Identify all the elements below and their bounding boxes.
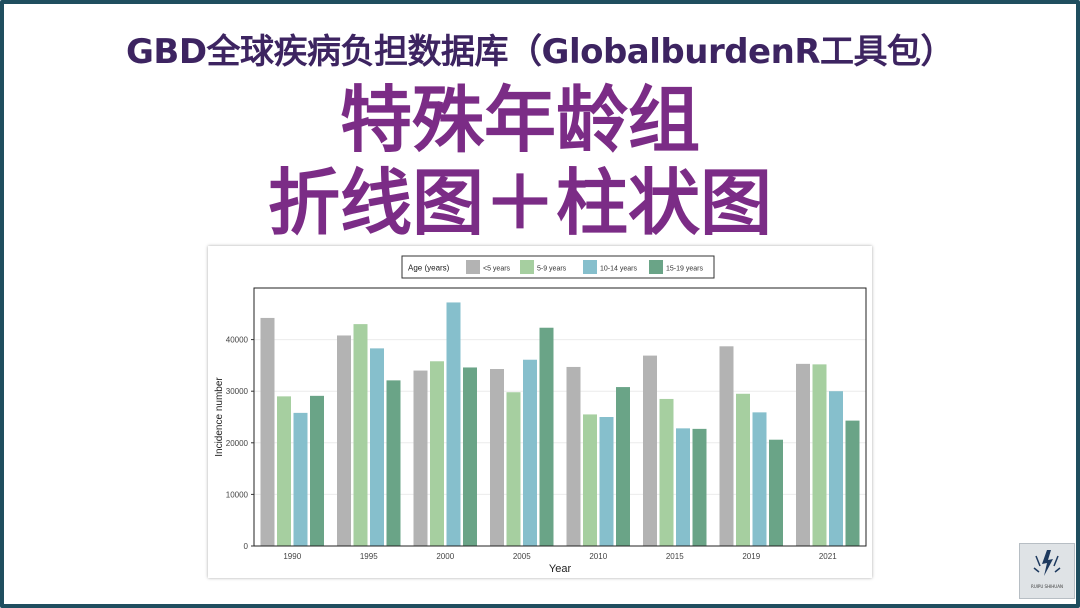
bar — [370, 348, 384, 546]
x-axis-title: Year — [549, 563, 572, 575]
bar — [490, 369, 504, 546]
x-tick-label: 1990 — [283, 552, 301, 561]
x-tick-label: 2000 — [436, 552, 454, 561]
brand-logo: RUIPU SHIHUAN — [1019, 543, 1075, 599]
x-tick-label: 2010 — [589, 552, 607, 561]
bar — [643, 355, 657, 546]
bar — [386, 380, 401, 546]
bar — [676, 428, 690, 546]
slide-title-line-2: 折线图＋柱状图 — [267, 161, 772, 245]
legend-label: 15-19 years — [666, 266, 703, 273]
y-tick-label: 10000 — [226, 490, 249, 499]
bar — [430, 361, 444, 546]
chart-card: 1990 1995 2000 2005 2010 2015 2019 2021 0 10000 20… — [208, 246, 872, 578]
bar — [719, 346, 734, 546]
legend-swatch — [649, 260, 663, 274]
bar — [506, 392, 521, 546]
bar — [566, 366, 581, 546]
bar — [659, 398, 674, 546]
bar — [796, 363, 810, 546]
bar — [260, 317, 275, 546]
bar — [353, 324, 368, 546]
bar — [446, 302, 461, 546]
legend-swatch — [520, 260, 534, 274]
bar — [310, 395, 324, 546]
slide-subtitle: GBD全球疾病负担数据库（GlobalburdenR工具包） — [126, 32, 955, 72]
y-tick-label: 0 — [244, 542, 249, 551]
legend-swatch — [583, 260, 597, 274]
legend-title: Age (years) — [408, 264, 450, 273]
x-tick-label: 1995 — [360, 552, 378, 561]
bar — [769, 439, 783, 546]
y-tick-label: 20000 — [226, 439, 249, 448]
bar — [337, 335, 351, 546]
x-tick-label: 2005 — [513, 552, 531, 561]
bar — [845, 420, 860, 546]
slide-title-line-1: 特殊年龄组 — [339, 78, 700, 162]
bar — [583, 414, 597, 546]
bar — [752, 412, 767, 546]
y-tick-label: 30000 — [226, 387, 249, 396]
plot-panel-border — [253, 287, 867, 547]
bar — [463, 367, 477, 546]
bar — [736, 393, 750, 546]
x-tick-label: 2021 — [819, 552, 837, 561]
bar — [692, 428, 707, 546]
bar — [523, 359, 537, 546]
bar-chart: 1990 1995 2000 2005 2010 2015 2019 2021 0 10000 20… — [214, 255, 867, 575]
x-tick-label: 2019 — [742, 552, 760, 561]
bar — [599, 417, 614, 546]
bar — [293, 412, 308, 546]
bar — [539, 327, 554, 546]
y-tick-label: 40000 — [226, 336, 249, 345]
bar — [616, 387, 630, 546]
logo-text: RUIPU SHIHUAN — [1031, 584, 1063, 589]
bar — [413, 370, 428, 546]
bar — [829, 391, 843, 546]
y-axis-title: Incidence number — [214, 377, 225, 457]
x-tick-label: 2015 — [666, 552, 684, 561]
lightning-logo-icon — [1033, 550, 1061, 576]
legend-label: <5 years — [483, 266, 511, 273]
bar — [277, 396, 291, 546]
bar — [812, 364, 827, 546]
legend-label: 10-14 years — [600, 266, 637, 273]
legend-swatch — [466, 260, 480, 274]
legend-label: 5-9 years — [537, 266, 567, 273]
